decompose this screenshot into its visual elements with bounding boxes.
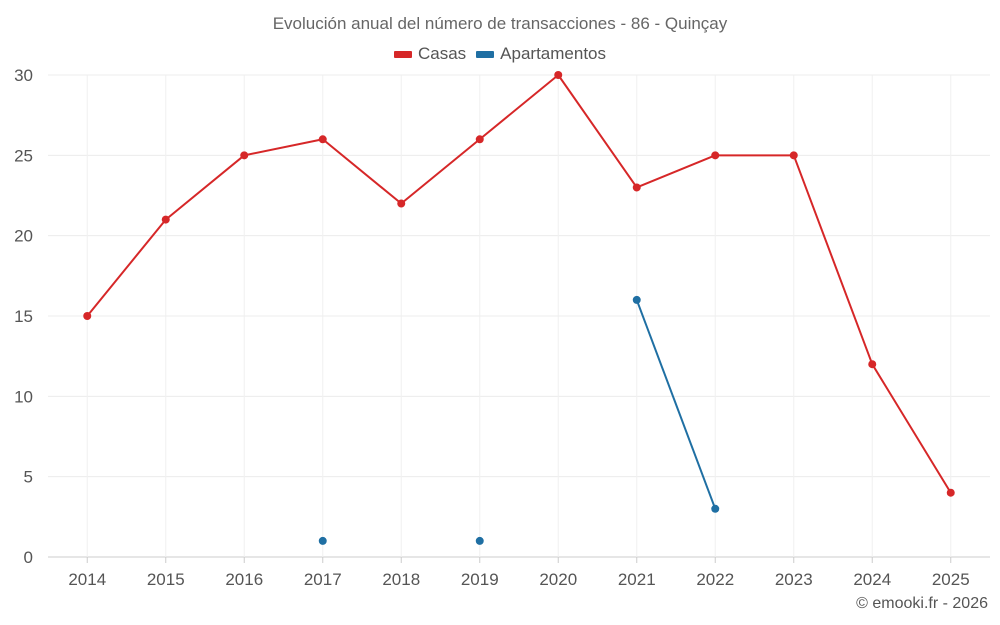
x-tick-label: 2020: [539, 570, 577, 589]
legend-label-apartamentos: Apartamentos: [500, 44, 607, 63]
data-point-casas: [789, 151, 798, 160]
y-tick-label: 20: [14, 227, 33, 246]
data-point-apartamentos: [475, 536, 484, 545]
data-point-casas: [868, 360, 877, 369]
x-tick-label: 2022: [696, 570, 734, 589]
data-point-casas: [318, 135, 327, 144]
data-point-apartamentos: [318, 536, 327, 545]
x-tick-label: 2015: [147, 570, 185, 589]
x-tick-label: 2024: [853, 570, 891, 589]
legend-item-apartamentos[interactable]: Apartamentos: [476, 44, 606, 64]
y-tick-label: 25: [14, 146, 33, 165]
data-point-casas: [397, 199, 406, 208]
legend-swatch-apartamentos: [476, 50, 495, 58]
data-point-apartamentos: [632, 295, 641, 304]
y-tick-label: 15: [14, 307, 33, 326]
legend-item-casas[interactable]: Casas: [393, 44, 467, 64]
x-tick-label: 2019: [461, 570, 499, 589]
series-line-casas: [86, 74, 952, 494]
data-point-casas: [475, 135, 484, 144]
y-tick-label: 10: [14, 387, 33, 406]
x-tick-label: 2014: [68, 570, 106, 589]
data-point-casas: [83, 312, 92, 320]
series-line-apartamentos: [635, 299, 717, 510]
credit-text: © emooki.fr - 2026: [856, 595, 988, 612]
x-tick-label: 2023: [775, 570, 813, 589]
data-point-casas: [240, 151, 249, 160]
x-tick-label: 2021: [618, 570, 656, 589]
legend: Casas Apartamentos: [0, 44, 1000, 64]
x-tick-label: 2016: [225, 570, 263, 589]
data-point-casas: [946, 488, 955, 497]
x-tick-label: 2018: [382, 570, 420, 589]
data-point-casas: [554, 71, 563, 79]
y-tick-label: 5: [24, 468, 33, 487]
x-tick-label: 2025: [932, 570, 970, 589]
legend-label-casas: Casas: [417, 44, 467, 63]
y-tick-label: 30: [14, 66, 33, 85]
data-point-apartamentos: [711, 504, 720, 513]
y-tick-label: 0: [24, 548, 33, 567]
data-point-casas: [161, 215, 170, 224]
legend-swatch-casas: [393, 50, 412, 58]
data-point-casas: [711, 151, 720, 160]
x-tick-label: 2017: [304, 570, 342, 589]
data-point-casas: [632, 183, 641, 192]
chart-title: Evolución anual del número de transaccio…: [272, 14, 728, 33]
